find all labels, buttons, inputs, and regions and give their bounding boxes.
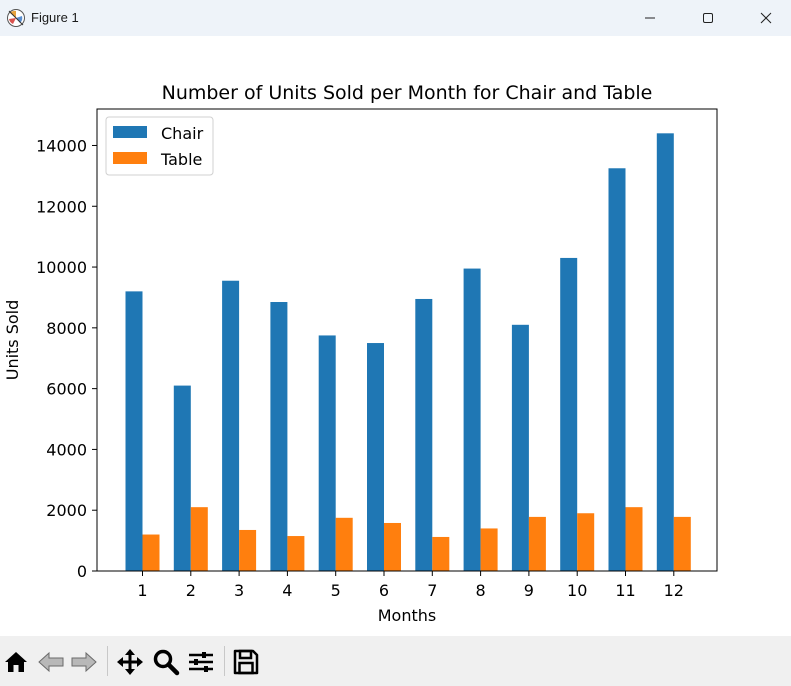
- y-tick-label: 8000: [46, 319, 87, 338]
- minimize-icon: [645, 17, 655, 19]
- y-axis-label: Units Sold: [3, 300, 22, 381]
- configure-subplots-icon: [189, 652, 213, 672]
- bar-chair-11: [608, 168, 626, 572]
- pan-icon: [117, 649, 143, 675]
- bar-table-8: [480, 528, 498, 571]
- matplotlib-app-icon: [7, 9, 25, 27]
- bar-chair-2: [173, 385, 191, 571]
- bar-chart: Number of Units Sold per Month for Chair…: [3, 82, 718, 625]
- bar-chair-12: [656, 133, 674, 571]
- x-axis-label: Months: [378, 606, 436, 625]
- bar-chair-3: [222, 280, 240, 571]
- legend-swatch-chair: [113, 126, 147, 138]
- x-tick-label: 8: [476, 581, 486, 600]
- y-tick-label: 12000: [36, 197, 87, 216]
- x-tick-label: 1: [137, 581, 147, 600]
- bar-chair-7: [415, 298, 433, 571]
- chart-title: Number of Units Sold per Month for Chair…: [162, 82, 653, 104]
- legend-label-chair: Chair: [161, 124, 204, 143]
- legend-swatch-table: [113, 152, 147, 164]
- bar-table-3: [239, 529, 257, 571]
- minimize-button[interactable]: [621, 0, 679, 36]
- y-tick-label: 0: [77, 562, 87, 581]
- bar-chair-4: [270, 302, 288, 571]
- toolbar-separator: [107, 646, 108, 676]
- bar-table-1: [142, 534, 160, 571]
- bar-table-11: [625, 507, 643, 571]
- x-tick-label: 2: [186, 581, 196, 600]
- figure-canvas: Number of Units Sold per Month for Chair…: [0, 36, 791, 636]
- bar-table-10: [577, 513, 595, 571]
- y-tick-label: 10000: [36, 258, 87, 277]
- title-bar: Figure 1: [0, 0, 791, 36]
- bar-chair-5: [318, 335, 336, 571]
- x-tick-label: 11: [615, 581, 635, 600]
- x-tick-label: 6: [379, 581, 389, 600]
- legend-label-table: Table: [160, 150, 202, 169]
- zoom-button[interactable]: [152, 648, 180, 676]
- bars-group: [125, 133, 691, 572]
- x-tick-label: 7: [427, 581, 437, 600]
- bar-table-6: [384, 522, 401, 571]
- zoom-icon: [153, 649, 180, 676]
- bar-chair-9: [511, 324, 529, 571]
- bar-table-5: [335, 517, 353, 571]
- save-button[interactable]: [232, 648, 260, 676]
- x-tick-label: 4: [282, 581, 292, 600]
- home-button[interactable]: [2, 648, 30, 676]
- bar-table-4: [287, 536, 305, 571]
- bar-table-7: [432, 536, 450, 571]
- axes-frame: [96, 108, 718, 572]
- home-icon: [5, 652, 27, 672]
- back-icon: [38, 651, 64, 673]
- pan-button[interactable]: [116, 648, 144, 676]
- forward-button[interactable]: [70, 648, 98, 676]
- forward-icon: [71, 651, 97, 673]
- y-tick-label: 6000: [46, 380, 87, 399]
- maximize-button[interactable]: [679, 0, 737, 36]
- maximize-icon: [703, 13, 713, 23]
- bar-chair-10: [560, 257, 578, 571]
- x-tick-label: 5: [331, 581, 341, 600]
- close-icon: [760, 12, 772, 24]
- y-tick-label: 2000: [46, 501, 87, 520]
- window-title: Figure 1: [31, 10, 79, 25]
- configure-subplots-button[interactable]: [187, 648, 215, 676]
- legend: Chair Table: [105, 116, 214, 176]
- bar-chair-6: [367, 343, 384, 571]
- save-icon: [233, 649, 259, 675]
- bar-table-12: [673, 516, 691, 571]
- x-tick-label: 3: [234, 581, 244, 600]
- y-ticks: 0 2000 4000 6000 8000 10000 12000 14000: [36, 136, 97, 581]
- bar-table-9: [528, 516, 546, 571]
- toolbar-separator: [224, 646, 225, 676]
- bar-chair-1: [125, 291, 143, 571]
- y-tick-label: 14000: [36, 136, 87, 155]
- x-tick-label: 12: [664, 581, 684, 600]
- back-button[interactable]: [37, 648, 65, 676]
- x-tick-label: 9: [524, 581, 534, 600]
- x-tick-label: 10: [567, 581, 587, 600]
- bar-table-2: [190, 507, 208, 571]
- close-button[interactable]: [737, 0, 791, 36]
- bar-chair-8: [463, 268, 481, 571]
- y-tick-label: 4000: [46, 440, 87, 459]
- x-ticks: 1 2 3 4 5 6 7 8 9 10 11 12: [137, 571, 684, 600]
